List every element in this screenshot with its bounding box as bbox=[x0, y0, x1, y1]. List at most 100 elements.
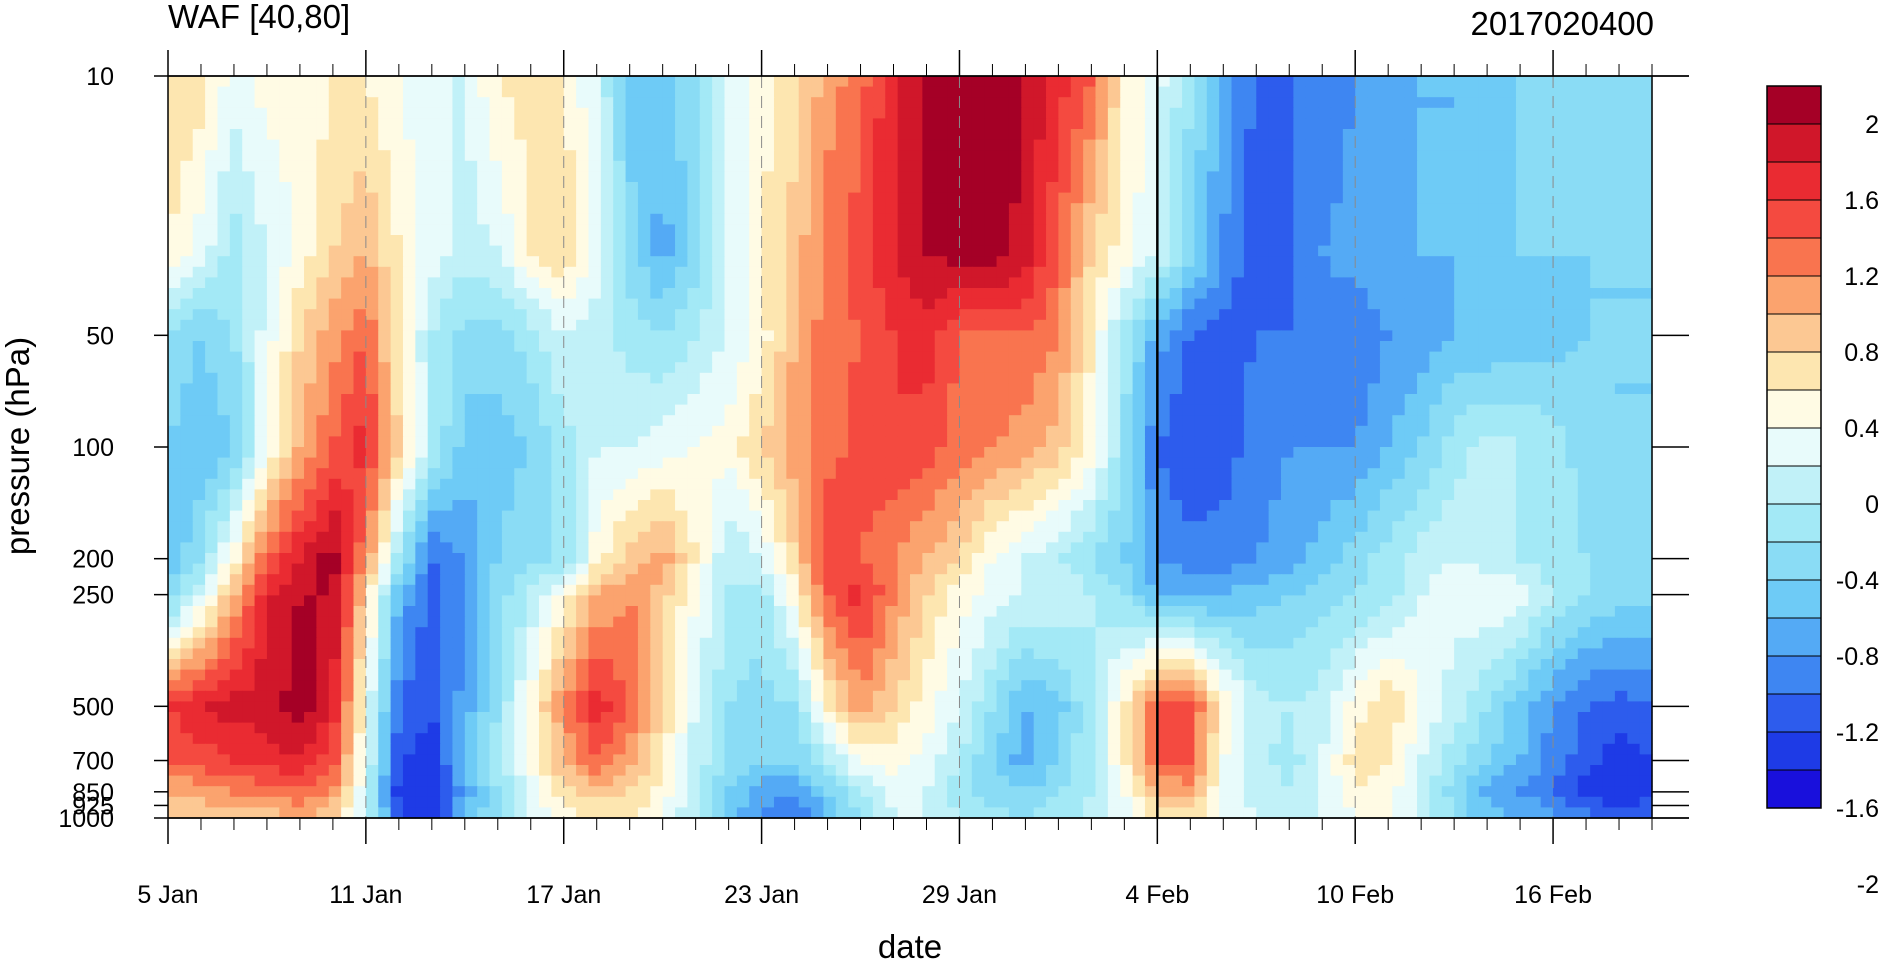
heatmap-cell bbox=[514, 288, 528, 300]
heatmap-cell bbox=[1590, 245, 1604, 257]
heatmap-cell bbox=[440, 97, 454, 109]
heatmap-cell bbox=[452, 383, 466, 395]
heatmap-cell bbox=[539, 107, 552, 119]
heatmap-cell bbox=[1194, 404, 1208, 416]
heatmap-cell bbox=[440, 319, 454, 331]
heatmap-cell bbox=[724, 76, 738, 88]
heatmap-cell bbox=[415, 383, 429, 395]
heatmap-cell bbox=[798, 129, 812, 141]
heatmap-cell bbox=[1466, 182, 1480, 194]
heatmap-cell bbox=[1219, 139, 1233, 151]
heatmap-cell bbox=[1491, 266, 1505, 278]
heatmap-cell bbox=[724, 86, 738, 98]
heatmap-cell bbox=[811, 118, 825, 130]
heatmap-cell bbox=[514, 319, 528, 331]
heatmap-cell bbox=[1639, 298, 1653, 310]
heatmap-cell bbox=[1318, 192, 1332, 204]
heatmap-cell bbox=[1379, 192, 1393, 204]
heatmap-cell bbox=[910, 351, 923, 363]
heatmap-cell bbox=[452, 171, 466, 183]
heatmap-cell bbox=[1194, 319, 1208, 331]
heatmap-cell bbox=[600, 224, 614, 236]
heatmap-cell bbox=[192, 203, 206, 215]
heatmap-cell bbox=[1639, 277, 1653, 289]
heatmap-cell bbox=[588, 372, 602, 384]
heatmap-cell bbox=[835, 425, 849, 437]
heatmap-cell bbox=[1614, 468, 1628, 480]
heatmap-cell bbox=[378, 150, 392, 162]
heatmap-cell bbox=[613, 224, 627, 236]
heatmap-cell bbox=[1515, 298, 1529, 310]
heatmap-cell bbox=[1231, 235, 1245, 247]
heatmap-cell bbox=[1070, 107, 1084, 119]
heatmap-cell bbox=[563, 415, 577, 427]
heatmap-cell bbox=[1577, 118, 1591, 130]
heatmap-cell bbox=[1602, 362, 1616, 374]
heatmap-cell bbox=[687, 224, 701, 236]
heatmap-cell bbox=[835, 245, 849, 257]
heatmap-cell bbox=[1182, 298, 1196, 310]
heatmap-cell bbox=[934, 86, 948, 98]
heatmap-cell bbox=[415, 150, 429, 162]
heatmap-cell bbox=[1515, 213, 1529, 225]
heatmap-cell bbox=[341, 235, 355, 247]
heatmap-cell bbox=[675, 510, 688, 522]
heatmap-cell bbox=[1639, 139, 1653, 151]
heatmap-cell bbox=[1070, 319, 1084, 331]
heatmap-cell bbox=[266, 330, 280, 342]
heatmap-cell bbox=[798, 457, 812, 469]
heatmap-cell bbox=[1565, 309, 1579, 321]
heatmap-cell bbox=[1454, 245, 1468, 257]
heatmap-cell bbox=[1379, 171, 1393, 183]
heatmap-cell bbox=[1144, 341, 1158, 353]
heatmap-cell bbox=[1528, 107, 1542, 119]
heatmap-cell bbox=[897, 394, 911, 406]
heatmap-cell bbox=[1553, 129, 1567, 141]
heatmap-cell bbox=[773, 150, 787, 162]
heatmap-cell bbox=[316, 383, 330, 395]
heatmap-cell bbox=[229, 76, 243, 88]
heatmap-cell bbox=[1144, 213, 1158, 225]
heatmap-cell bbox=[217, 383, 231, 395]
heatmap-cell bbox=[291, 245, 305, 257]
heatmap-cell bbox=[1565, 192, 1579, 204]
heatmap-cell bbox=[699, 383, 713, 395]
heatmap-cell bbox=[266, 277, 280, 289]
heatmap-cell bbox=[637, 139, 651, 151]
heatmap-cell bbox=[1577, 76, 1591, 88]
heatmap-cell bbox=[304, 192, 317, 204]
heatmap-cell bbox=[872, 425, 886, 437]
heatmap-cell bbox=[761, 171, 775, 183]
heatmap-cell bbox=[402, 383, 416, 395]
heatmap-cell bbox=[254, 436, 268, 448]
heatmap-cell bbox=[1639, 436, 1653, 448]
heatmap-cell bbox=[1132, 330, 1146, 342]
heatmap-cell bbox=[180, 500, 194, 512]
heatmap-cell bbox=[1454, 489, 1468, 501]
heatmap-cell bbox=[613, 457, 627, 469]
heatmap-cell bbox=[588, 139, 602, 151]
heatmap-cell bbox=[415, 500, 429, 512]
heatmap-cell bbox=[563, 139, 577, 151]
heatmap-cell bbox=[947, 182, 961, 194]
heatmap-cell bbox=[316, 468, 330, 480]
heatmap-cell bbox=[576, 425, 590, 437]
heatmap-cell bbox=[576, 107, 590, 119]
heatmap-cell bbox=[452, 129, 466, 141]
heatmap-cell bbox=[1478, 319, 1492, 331]
heatmap-cell bbox=[1095, 192, 1109, 204]
heatmap-cell bbox=[427, 235, 441, 247]
heatmap-cell bbox=[1256, 150, 1270, 162]
heatmap-cell bbox=[1194, 118, 1208, 130]
heatmap-cell bbox=[1330, 235, 1344, 247]
heatmap-cell bbox=[910, 129, 923, 141]
heatmap-cell bbox=[1206, 415, 1220, 427]
heatmap-cell bbox=[353, 160, 367, 172]
heatmap-cell bbox=[922, 171, 936, 183]
heatmap-cell bbox=[242, 139, 256, 151]
heatmap-cell bbox=[576, 139, 590, 151]
heatmap-cell bbox=[1441, 457, 1455, 469]
heatmap-cell bbox=[539, 351, 552, 363]
heatmap-cell bbox=[526, 277, 540, 289]
heatmap-cell bbox=[872, 277, 886, 289]
